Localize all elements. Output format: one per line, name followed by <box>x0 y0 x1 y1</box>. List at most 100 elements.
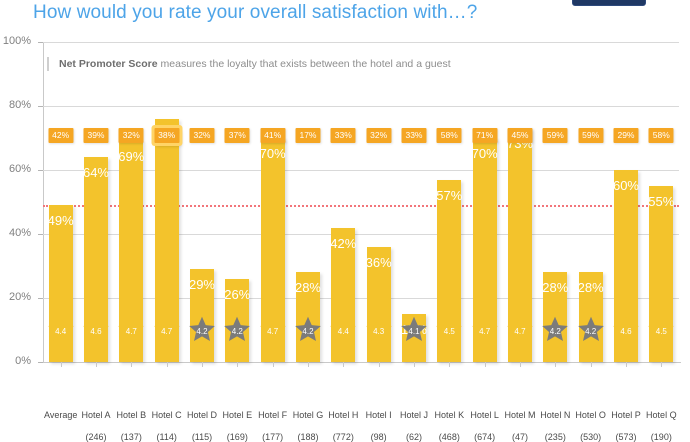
x-axis-sample-size: (674) <box>474 432 496 442</box>
nps-badge[interactable]: 29% <box>613 128 639 143</box>
x-axis-tick <box>60 362 62 367</box>
star-rating-icon[interactable]: 4.7 <box>118 316 145 342</box>
gridline <box>43 234 679 235</box>
nps-badge[interactable]: 59% <box>578 128 604 143</box>
star-rating-icon[interactable]: 4.4 <box>47 316 74 342</box>
nps-badge[interactable]: 33% <box>401 128 427 143</box>
x-axis-sample-size: (246) <box>85 432 107 442</box>
bar[interactable] <box>331 227 356 362</box>
y-axis-label: 100% <box>2 35 31 47</box>
nps-annotation: Net Promoter Score measures the loyalty … <box>47 57 451 71</box>
chart-column[interactable]: 49% 42% 4.4 Average <box>43 42 78 420</box>
x-axis-tick <box>413 362 415 367</box>
x-axis-label: Hotel D <box>186 410 217 420</box>
star-rating-icon[interactable]: 4.2 <box>542 316 569 342</box>
chart-column[interactable]: 36% 32% 4.3 Hotel I (98) <box>361 42 396 442</box>
chart-column[interactable]: 28% 59% 4.2 Hotel N (235) <box>538 42 573 442</box>
nps-badge[interactable]: 39% <box>83 128 109 143</box>
y-axis-tick <box>38 298 43 299</box>
chart-column[interactable]: 60% 29% 4.6 Hotel P (573) <box>608 42 643 442</box>
nps-badge[interactable]: 32% <box>366 128 392 143</box>
star-rating-icon[interactable]: 4.5 <box>436 316 463 342</box>
bar-value-label: 55% <box>648 194 675 209</box>
x-axis-label: Hotel H <box>328 410 359 420</box>
x-axis-sample-size: (47) <box>511 432 528 442</box>
x-axis-label: Hotel J <box>399 410 428 420</box>
x-axis-tick <box>625 362 627 367</box>
star-rating-icon[interactable]: 4.2 <box>294 316 321 342</box>
nps-badge[interactable]: 37% <box>224 128 250 143</box>
nps-badge[interactable]: 58% <box>436 128 462 143</box>
star-rating-icon[interactable]: 4.4 <box>330 316 357 342</box>
nps-badge[interactable]: 32% <box>189 128 215 143</box>
nps-badge[interactable]: 41% <box>260 128 286 143</box>
y-axis-label: 0% <box>15 355 31 367</box>
star-rating-icon[interactable]: 4.2 <box>224 316 251 342</box>
x-axis-tick <box>555 362 557 367</box>
x-axis-sample-size: (188) <box>297 432 319 442</box>
star-rating-value: 4.7 <box>161 327 173 336</box>
chart-column[interactable]: 70% 71% 4.7 Hotel L (674) <box>467 42 502 442</box>
nps-badge[interactable]: 32% <box>118 128 144 143</box>
chart-column[interactable]: 55% 58% 4.5 Hotel Q (190) <box>644 42 679 442</box>
chart-column[interactable]: 26% 37% 4.2 Hotel E (169) <box>220 42 255 442</box>
star-rating-icon[interactable]: 4.5 <box>648 316 675 342</box>
x-axis-label: Hotel F <box>258 410 288 420</box>
star-rating-icon[interactable]: 4.1 <box>400 316 427 342</box>
x-axis-tick <box>272 362 274 367</box>
gridline <box>43 298 679 299</box>
star-rating-value: 4.7 <box>125 327 137 336</box>
bar-value-label: 29% <box>188 277 215 293</box>
chart-column[interactable]: 42% 33% 4.4 Hotel H (772) <box>326 42 361 442</box>
x-axis-sample-size: (235) <box>544 432 566 442</box>
chart-column[interactable]: 69% 32% 4.7 Hotel B (137) <box>114 42 149 442</box>
chart-column[interactable]: 70% 41% 4.7 Hotel F (177) <box>255 42 290 442</box>
bar[interactable] <box>366 246 391 362</box>
star-rating-icon[interactable]: 4.3 <box>365 316 392 342</box>
star-rating-icon[interactable]: 4.7 <box>259 316 286 342</box>
y-axis-tick <box>38 106 43 107</box>
star-rating-icon[interactable]: 4.7 <box>471 316 498 342</box>
corner-button[interactable] <box>572 0 646 6</box>
x-axis-label: Hotel A <box>81 410 111 420</box>
nps-badge[interactable]: 71% <box>472 128 498 143</box>
nps-badge[interactable]: 58% <box>648 128 674 143</box>
nps-badge[interactable]: 38% <box>154 128 180 143</box>
star-rating-value: 4.6 <box>620 327 632 336</box>
nps-badge[interactable]: 17% <box>295 128 321 143</box>
bar[interactable] <box>189 269 214 362</box>
nps-badge[interactable]: 59% <box>542 128 568 143</box>
y-axis-label: 20% <box>8 291 31 303</box>
bar-value-label: 28% <box>542 280 569 296</box>
nps-badge[interactable]: 45% <box>507 128 533 143</box>
x-axis-label: Hotel B <box>116 410 147 420</box>
x-axis-tick <box>661 362 663 367</box>
chart-column[interactable]: 28% 59% 4.2 Hotel O (530) <box>573 42 608 442</box>
chart-column[interactable]: 73% 45% 4.7 Hotel M (47) <box>502 42 537 442</box>
star-rating-icon[interactable]: 4.2 <box>577 316 604 342</box>
nps-badge[interactable]: 42% <box>48 128 74 143</box>
star-rating-icon[interactable]: 4.6 <box>612 316 639 342</box>
x-axis-tick <box>201 362 203 367</box>
star-rating-icon[interactable]: 4.2 <box>188 316 215 342</box>
nps-badge[interactable]: 33% <box>330 128 356 143</box>
star-rating-icon[interactable]: 4.7 <box>506 316 533 342</box>
chart-column[interactable]: 29% 32% 4.2 Hotel D (115) <box>184 42 219 442</box>
chart-column[interactable]: 28% 17% 4.2 Hotel G (188) <box>290 42 325 442</box>
star-rating-icon[interactable]: 4.6 <box>82 316 109 342</box>
chart-column[interactable]: 57% 58% 4.5 Hotel K (468) <box>432 42 467 442</box>
chart-column[interactable]: 64% 39% 4.6 Hotel A (246) <box>78 42 113 442</box>
star-rating-value: 4.5 <box>655 327 667 336</box>
star-rating-value: 4.2 <box>231 327 243 336</box>
bar-value-label: 28% <box>577 280 604 296</box>
star-rating-value: 4.5 <box>443 327 455 336</box>
star-rating-value: 4.7 <box>514 327 526 336</box>
x-axis-tick <box>237 362 239 367</box>
star-rating-icon[interactable]: 4.7 <box>153 316 180 342</box>
gridline <box>43 106 679 107</box>
star-rating-value: 4.3 <box>373 327 385 336</box>
x-axis-tick <box>166 362 168 367</box>
